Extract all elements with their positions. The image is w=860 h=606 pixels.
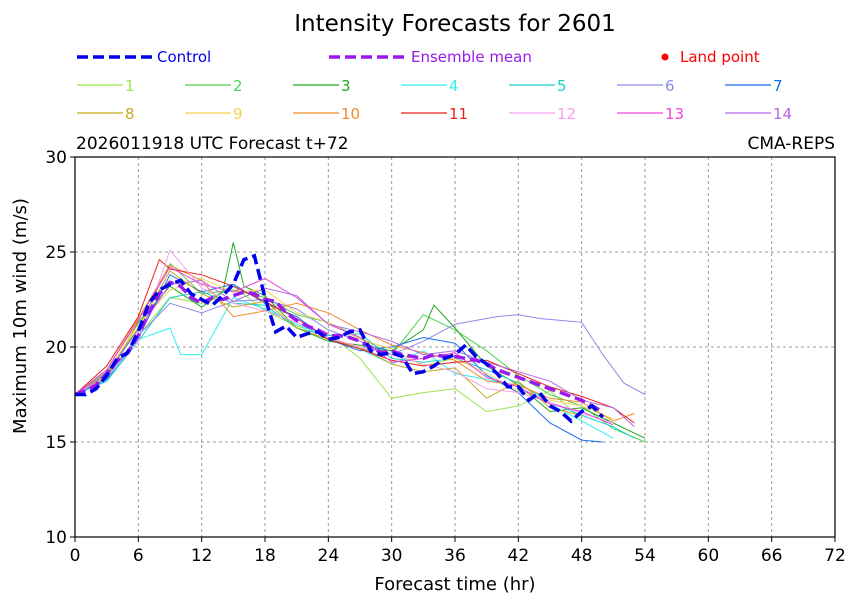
forecast-header: 2026011918 UTC Forecast t+72: [76, 134, 349, 154]
legend-member-label-4: 4: [449, 77, 459, 95]
x-tick-label: 6: [133, 546, 144, 566]
legend-member-label-6: 6: [665, 77, 675, 95]
legend-member-label-3: 3: [341, 77, 351, 95]
x-tick-label: 66: [761, 546, 783, 566]
axis-ticks: 0 6 12 18 24 30 36 42 48 54 60 66 72 10 15 20 25 30: [45, 148, 845, 566]
y-tick-label: 25: [45, 243, 67, 263]
legend-member-label-1: 1: [125, 77, 135, 95]
member-line-11: [74, 258, 635, 424]
member-line-2: [74, 262, 646, 443]
ensemble-mean-line: [74, 280, 604, 414]
x-axis-label: Forecast time (hr): [374, 574, 535, 595]
x-tick-label: 60: [698, 546, 720, 566]
source-label: CMA-REPS: [747, 134, 835, 154]
x-tick-label: 36: [444, 546, 466, 566]
member-line-4: [74, 296, 614, 439]
legend-member-label-10: 10: [341, 105, 360, 123]
y-tick-label: 20: [45, 338, 67, 358]
legend-member-label-5: 5: [557, 77, 567, 95]
legend-member-label-2: 2: [233, 77, 243, 95]
chart-title: Intensity Forecasts for 2601: [294, 11, 616, 37]
member-line-10: [74, 264, 635, 422]
x-tick-label: 0: [70, 546, 81, 566]
legend-member-label-7: 7: [773, 77, 783, 95]
legend-member-label-8: 8: [125, 105, 135, 123]
y-axis-label: Maximum 10m wind (m/s): [10, 198, 31, 434]
member-line-5: [74, 291, 635, 439]
x-tick-label: 54: [634, 546, 656, 566]
plot-lines: [74, 242, 646, 443]
x-tick-label: 72: [824, 546, 846, 566]
legend-mean-label: Ensemble mean: [411, 48, 532, 66]
legend-member-label-12: 12: [557, 105, 576, 123]
control-line: [75, 253, 605, 424]
y-tick-label: 15: [45, 433, 67, 453]
legend-member-label-14: 14: [773, 105, 792, 123]
legend-member-label-13: 13: [665, 105, 684, 123]
legend-member-label-11: 11: [449, 105, 468, 123]
y-tick-label: 30: [45, 148, 67, 168]
x-tick-label: 48: [571, 546, 593, 566]
legend-land-label: Land point: [680, 48, 760, 66]
member-line-13: [74, 266, 614, 426]
x-tick-label: 12: [191, 546, 213, 566]
y-tick-label: 10: [45, 528, 67, 548]
x-tick-label: 18: [254, 546, 276, 566]
legend-land-marker: [661, 53, 669, 61]
legend-control-label: Control: [157, 48, 211, 66]
grid: [75, 157, 835, 537]
x-tick-label: 30: [381, 546, 403, 566]
legend-member-label-9: 9: [233, 105, 243, 123]
legend-members: 1 2 3 4 5 6 78 9 10 11 12 13 14: [77, 77, 792, 123]
x-tick-label: 24: [318, 546, 340, 566]
x-tick-label: 42: [508, 546, 530, 566]
member-line-1: [74, 285, 583, 420]
